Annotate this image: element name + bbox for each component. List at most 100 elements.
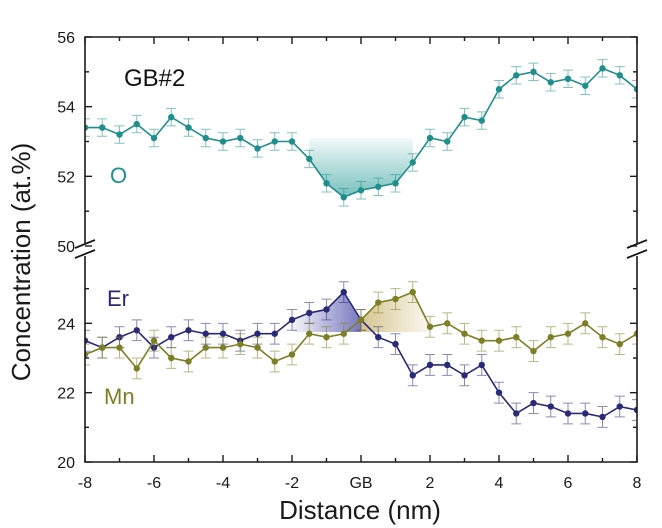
data-point-er [202,330,209,337]
data-point-mn [288,351,296,358]
data-point-o [219,138,227,145]
chart-title: GB#2 [124,65,185,92]
x-tick-label: GB [349,475,372,492]
data-point-o [375,183,382,190]
data-point-o [340,194,347,201]
x-tick-label: 8 [633,475,642,492]
x-tick-label: 4 [495,475,504,492]
data-point-o [168,113,175,121]
data-point-er [306,309,313,317]
data-point-er [599,413,606,421]
data-point-er [461,372,468,379]
data-point-o [392,180,399,187]
data-point-o [237,134,244,142]
data-point-o [288,138,296,145]
data-point-mn [616,340,623,348]
data-point-o [564,75,572,83]
break-mark-left [74,239,96,259]
data-point-mn [254,344,261,351]
data-point-er [375,334,382,341]
data-point-er [478,361,485,369]
data-point-o [323,180,330,187]
data-point-mn [375,299,382,306]
data-point-mn [219,344,227,351]
data-point-mn [150,337,158,344]
data-point-o [409,159,416,166]
data-point-er [564,410,572,417]
data-point-o [271,138,278,145]
data-point-er [426,361,434,369]
data-point-mn [513,334,520,341]
error-bars-mn [85,281,637,380]
data-point-mn [444,320,451,327]
data-point-er [340,288,347,296]
data-point-er [219,330,227,337]
series-label-mn: Mn [104,384,135,409]
error-bar [85,329,90,352]
data-point-o [461,113,468,121]
data-point-mn [237,340,244,348]
data-point-o [116,131,123,138]
data-point-er [323,306,330,313]
data-point-o [426,134,434,142]
data-point-er [168,334,175,341]
data-point-o [547,79,554,86]
data-point-mn [530,347,537,355]
data-point-o [582,82,589,89]
data-point-er [392,340,399,348]
error-bar [85,343,90,366]
data-point-er [547,403,554,410]
series-er [85,281,637,428]
data-point-mn [306,330,313,337]
data-point-er [288,316,296,324]
y-tick-label: 54 [57,100,75,117]
data-point-o [478,117,485,124]
data-point-er [495,389,503,396]
error-bar [632,399,637,421]
data-point-o [185,124,192,131]
y-tick-label: 20 [57,455,75,472]
data-point-o [254,145,261,152]
data-point-mn [340,330,347,337]
data-point-er [513,410,520,417]
series-layer [85,59,637,428]
data-point-mn [133,365,140,372]
x-tick-label: -2 [285,475,299,492]
data-point-mn [357,316,365,324]
data-point-mn [599,334,606,341]
y-tick-label: 50 [57,239,75,256]
data-point-er [185,327,192,334]
error-bars-er [85,281,637,428]
x-tick-label: 6 [564,475,573,492]
data-point-mn [185,358,192,365]
data-point-o [202,134,209,142]
data-point-o [616,72,623,79]
data-point-mn [271,358,278,365]
shade-o [309,138,413,198]
data-point-o [444,138,451,145]
y-axis-label: Concentration (at.%) [6,143,36,381]
x-tick-label: 2 [426,475,435,492]
data-point-mn [547,334,554,341]
axis-break-marks [74,239,648,259]
data-point-o [495,86,503,93]
data-point-o [150,134,158,142]
axis-ticks [84,36,638,463]
data-point-o [306,155,313,163]
data-point-mn [116,344,123,351]
data-point-mn [426,323,434,330]
series-label-o: O [110,163,127,188]
data-point-er [582,410,589,417]
y-tick-label: 52 [57,169,75,186]
data-point-mn [478,337,485,344]
series-mn [85,281,637,380]
y-tick-label: 56 [57,30,75,47]
data-point-mn [99,344,106,351]
frame-lower [84,256,638,463]
data-point-er [444,361,451,369]
data-point-mn [323,334,330,341]
data-point-o [357,187,365,194]
x-axis-label: Distance (nm) [279,495,441,525]
break-mark-right [626,239,648,259]
